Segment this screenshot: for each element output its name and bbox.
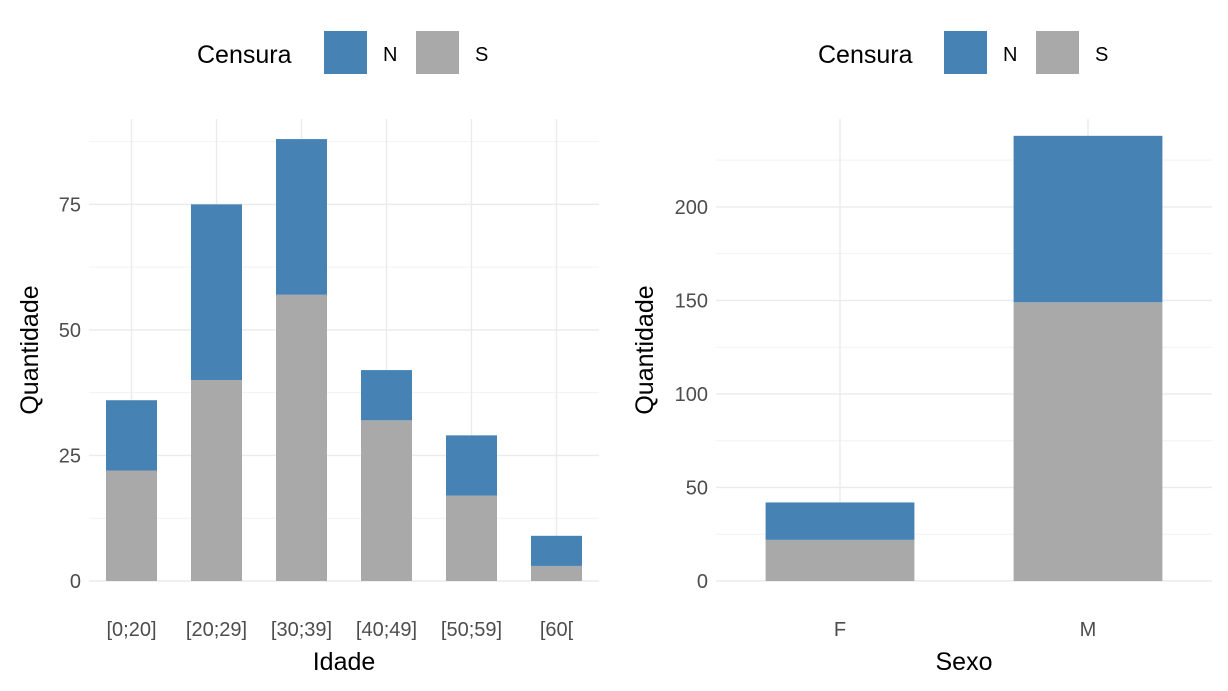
bar-s-0 <box>106 470 157 581</box>
y-tick-label: 25 <box>59 445 81 467</box>
x-tick-label: M <box>1080 619 1097 641</box>
y-tick-label: 75 <box>59 194 81 216</box>
legend-label-n-left: N <box>383 44 397 66</box>
legend-label-s-right: S <box>1095 44 1108 66</box>
bar-n-2 <box>276 139 327 295</box>
y-axis-title: Quantidade <box>631 285 659 414</box>
x-tick-label: [30;39] <box>271 619 332 641</box>
y-tick-label: 200 <box>675 197 708 219</box>
bar-s-0 <box>765 539 915 581</box>
bar-s-2 <box>276 294 327 581</box>
chart-sexo: 0 50 100 150 200 F M Sexo Quantidade <box>631 119 1212 676</box>
bar-s-1 <box>1013 302 1163 581</box>
y-tick-label: 100 <box>675 384 708 406</box>
bar-s-5 <box>531 565 582 581</box>
y-tick-label: 50 <box>686 477 708 499</box>
legend-swatch-n-left <box>324 31 367 74</box>
legend-title-left: Censura <box>197 41 292 69</box>
x-tick-label: [20;29] <box>186 619 247 641</box>
bar-s-3 <box>361 420 412 581</box>
y-tick-label: 0 <box>697 571 708 593</box>
legend-left: Censura N S <box>197 31 488 74</box>
legend-swatch-s-right <box>1036 31 1079 74</box>
y-tick-label: 0 <box>70 571 81 593</box>
legend-label-n-right: N <box>1003 44 1017 66</box>
bar-n-5 <box>531 535 582 566</box>
x-tick-label: [0;20] <box>106 619 156 641</box>
x-axis-title: Idade <box>313 648 376 676</box>
x-tick-label: [40;49] <box>356 619 417 641</box>
legend-swatch-n-right <box>944 31 987 74</box>
x-axis-title: Sexo <box>936 648 993 676</box>
y-axis-title: Quantidade <box>16 285 44 414</box>
x-tick-label: [60[ <box>540 619 574 641</box>
bar-n-3 <box>361 370 412 421</box>
bar-n-1 <box>191 204 242 381</box>
bar-s-1 <box>191 380 242 581</box>
legend-label-s-left: S <box>475 44 488 66</box>
bar-n-1 <box>1013 135 1163 303</box>
x-tick-label: [50;59] <box>441 619 502 641</box>
legend-swatch-s-left <box>416 31 459 74</box>
bar-n-0 <box>106 400 157 471</box>
bar-n-0 <box>765 502 915 540</box>
legend-title-right: Censura <box>818 41 913 69</box>
y-tick-label: 50 <box>59 320 81 342</box>
y-tick-label: 150 <box>675 290 708 312</box>
legend-right: Censura N S <box>818 31 1108 74</box>
x-tick-label: F <box>834 619 846 641</box>
bar-s-4 <box>446 495 497 581</box>
chart-idade: 0 25 50 75 [0;20] [20;29] [30;39] [40;49] [50;59… <box>16 119 599 676</box>
bar-n-4 <box>446 435 497 496</box>
